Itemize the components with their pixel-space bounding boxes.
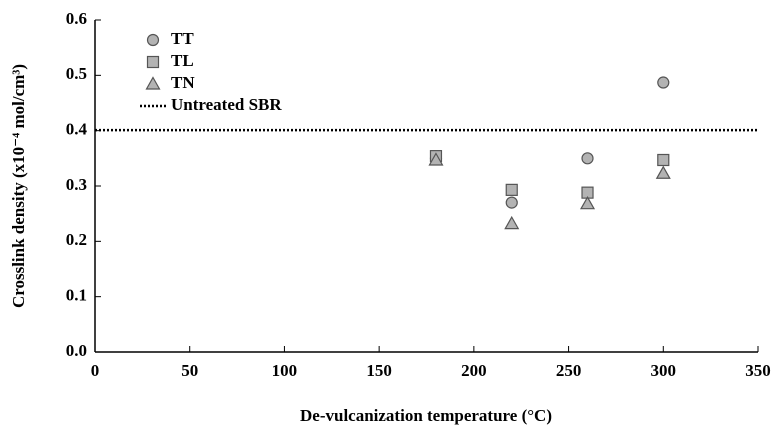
x-tick-label: 0 <box>91 361 100 380</box>
y-tick-label: 0.5 <box>66 64 87 83</box>
y-tick-label: 0.1 <box>66 286 87 305</box>
point <box>655 165 671 179</box>
point <box>657 153 670 167</box>
legend-label: TN <box>171 73 195 92</box>
x-tick-label: 250 <box>556 361 582 380</box>
point <box>504 215 520 230</box>
point <box>579 195 596 210</box>
point <box>428 152 444 166</box>
y-tick-label: 0.4 <box>66 120 88 139</box>
legend-label: Untreated SBR <box>171 95 282 114</box>
legend-label: TT <box>171 29 194 48</box>
x-axis-title: De-vulcanization temperature (°C) <box>300 406 552 425</box>
x-tick-label: 300 <box>651 361 677 380</box>
legend-marker <box>146 33 160 47</box>
legend-marker <box>145 76 161 90</box>
y-tick-label: 0.6 <box>66 9 87 28</box>
point <box>505 196 518 209</box>
y-tick-label: 0.3 <box>66 175 87 194</box>
x-tick-label: 350 <box>745 361 771 380</box>
legend-marker <box>146 55 160 69</box>
x-tick-label: 50 <box>181 361 198 380</box>
legend-label: TL <box>171 51 194 70</box>
x-tick-label: 200 <box>461 361 487 380</box>
y-tick-label: 0.0 <box>66 341 87 360</box>
y-tick-label: 0.2 <box>66 230 87 249</box>
point <box>581 152 594 165</box>
x-tick-label: 150 <box>366 361 392 380</box>
point <box>505 183 518 196</box>
x-tick-label: 100 <box>272 361 298 380</box>
y-axis-title: Crosslink density (x10⁻⁴ mol/cm³) <box>9 64 28 308</box>
point <box>657 76 670 89</box>
